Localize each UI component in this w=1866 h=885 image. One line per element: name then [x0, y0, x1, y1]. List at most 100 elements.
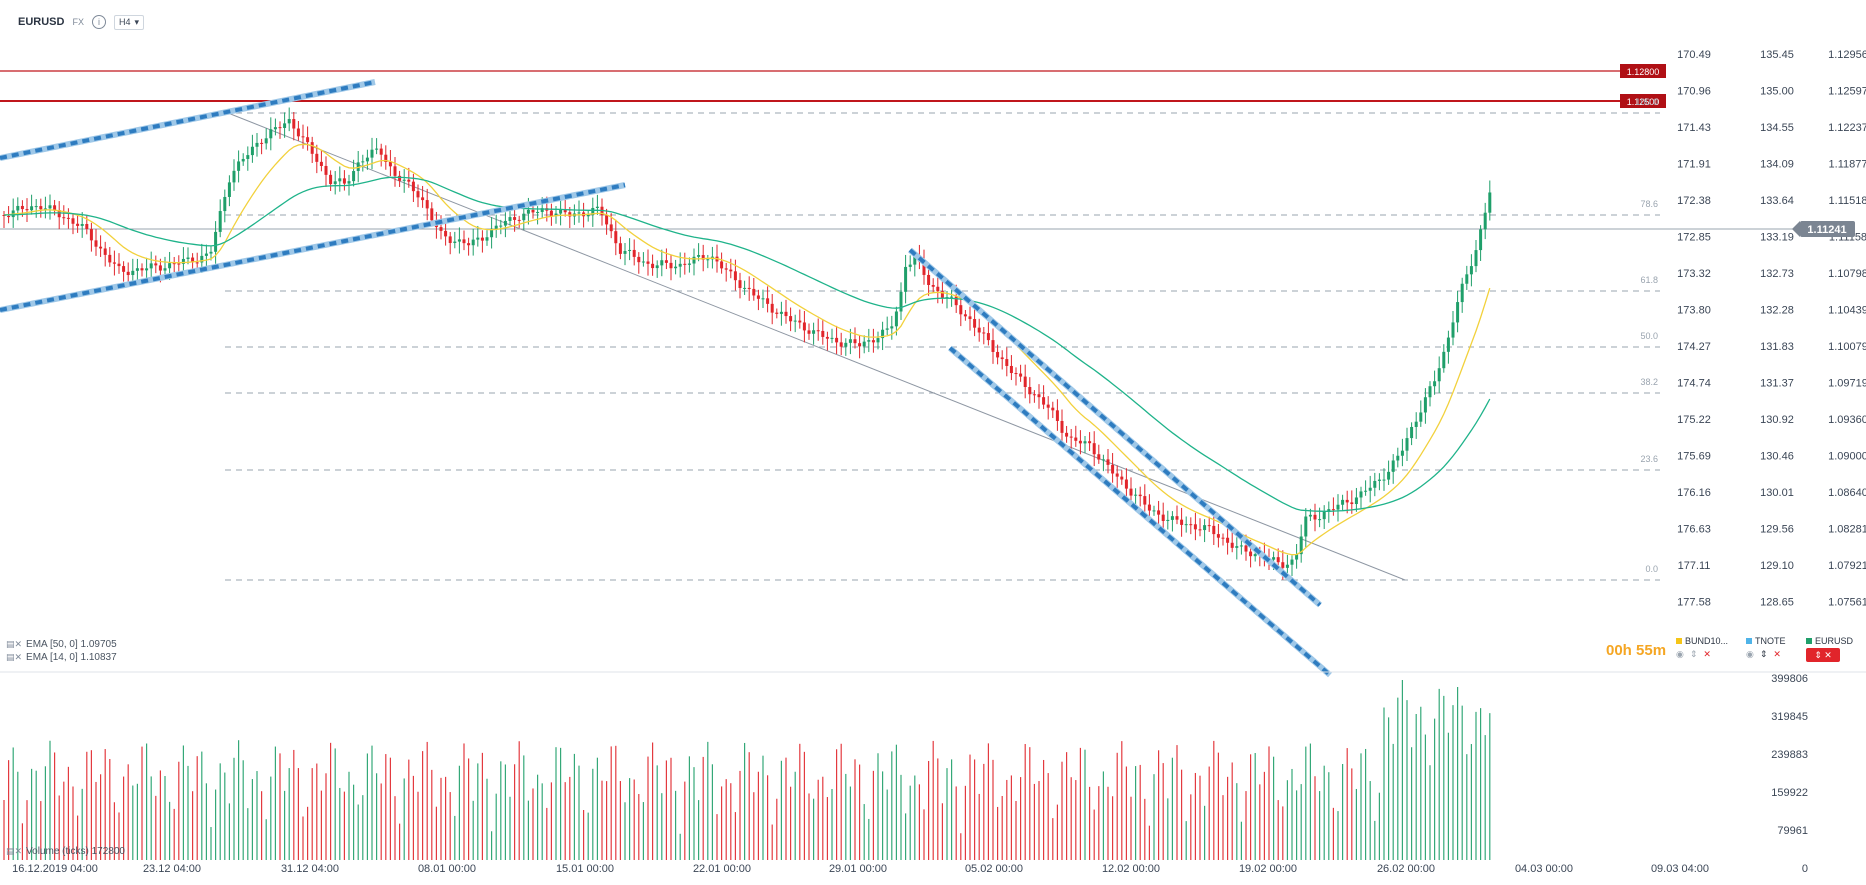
symbol-label[interactable]: EURUSD — [18, 16, 65, 28]
remove-button[interactable]: ⇕ ✕ — [1806, 648, 1840, 662]
candle-body — [57, 210, 61, 218]
price-axis-label: 135.00 — [1760, 86, 1794, 98]
candle-body — [16, 205, 20, 211]
price-axis-label: 132.28 — [1760, 305, 1794, 317]
info-icon[interactable]: i — [91, 15, 106, 29]
candle-body — [549, 210, 553, 217]
candle-body — [306, 137, 310, 143]
candle-body — [76, 223, 80, 226]
candle-body — [692, 256, 696, 264]
candle-body — [241, 158, 245, 162]
compare-eurusd[interactable]: EURUSD ⇕ ✕ — [1806, 636, 1853, 662]
candle-body — [1235, 546, 1239, 548]
candle-body — [798, 320, 802, 323]
candle-body — [839, 342, 843, 347]
candle-body — [1350, 502, 1354, 505]
candle-body — [485, 237, 489, 241]
candle-body — [145, 268, 149, 271]
candle-body — [237, 161, 241, 171]
price-axis-label: 175.22 — [1677, 414, 1711, 426]
candle-body — [62, 217, 66, 219]
candle-body — [1299, 536, 1303, 555]
candle-body — [1396, 455, 1400, 461]
candle-body — [835, 337, 839, 343]
candle-body — [982, 332, 986, 334]
time-axis-label: 15.01 00:00 — [556, 863, 614, 875]
eye-icon[interactable]: ◉ — [1746, 649, 1754, 659]
candle-body — [370, 149, 374, 158]
candle-body — [1308, 514, 1312, 517]
candle-body — [623, 250, 627, 254]
candle-body — [618, 243, 622, 254]
close-icon[interactable]: ✕ — [1703, 649, 1711, 659]
close-icon[interactable]: ▤✕ — [6, 652, 23, 662]
candle-body — [1387, 471, 1391, 480]
candle-body — [954, 296, 958, 306]
candle-body — [885, 328, 889, 330]
ema50-legend[interactable]: ▤✕ EMA [50, 0] 1.09705 — [6, 639, 117, 650]
candle-body — [499, 225, 503, 227]
candle-body — [950, 296, 954, 298]
candle-body — [678, 263, 682, 267]
countdown-minutes: 55m — [1636, 642, 1667, 659]
candle-body — [858, 343, 862, 347]
price-axis-label: 172.38 — [1677, 195, 1711, 207]
candle-body — [701, 255, 705, 260]
candle-body — [651, 263, 655, 269]
candle-body — [1189, 524, 1193, 526]
candle-body — [1152, 510, 1156, 512]
price-axis-label: 174.74 — [1677, 378, 1711, 390]
candle-body — [1331, 509, 1335, 511]
current-price-label: 1.11241 — [1807, 224, 1846, 236]
candle-body — [99, 246, 103, 249]
time-axis-label: 22.01 00:00 — [693, 863, 751, 875]
volume-legend[interactable]: ▤✕ Volume (ticks) 172800 — [6, 846, 125, 857]
candle-body — [802, 322, 806, 331]
candle-body — [766, 298, 770, 304]
compare-bund[interactable]: BUND10... ◉ ⇕ ✕ — [1676, 636, 1728, 660]
sort-icon[interactable]: ⇕ — [1759, 649, 1768, 659]
candle-body — [1193, 524, 1197, 530]
candle-body — [1290, 559, 1294, 565]
close-icon[interactable]: ▤✕ — [6, 846, 23, 856]
price-axis-label: 1.12597 — [1828, 86, 1866, 98]
close-icon[interactable]: ▤✕ — [6, 639, 23, 649]
compare-tnote[interactable]: TNOTE ◉ ⇕ ✕ — [1746, 636, 1786, 660]
candle-body — [122, 266, 126, 272]
candle-body — [526, 209, 530, 214]
candle-body — [296, 128, 300, 137]
eye-icon[interactable]: ◉ — [1676, 649, 1684, 659]
candle-body — [1437, 368, 1441, 382]
candle-body — [402, 179, 406, 181]
candle-body — [844, 342, 848, 347]
candle-body — [1400, 450, 1404, 456]
sort-icon[interactable]: ⇕ — [1689, 649, 1698, 659]
candle-body — [871, 340, 875, 343]
volume-series — [3, 680, 1491, 860]
candle-body — [881, 329, 885, 339]
candle-body — [1065, 432, 1069, 437]
candle-body — [168, 263, 172, 269]
timeframe-select[interactable]: H4 ▾ — [113, 14, 145, 30]
candle-body — [1423, 397, 1427, 413]
candlestick-series — [2, 107, 1492, 580]
candle-body — [1451, 322, 1455, 338]
candle-body — [480, 237, 484, 241]
candle-body — [986, 333, 990, 341]
candle-body — [186, 257, 190, 259]
candle-body — [379, 148, 383, 155]
candle-body — [793, 320, 797, 322]
candle-body — [117, 263, 121, 267]
ema14-legend[interactable]: ▤✕ EMA [14, 0] 1.10837 — [6, 652, 117, 663]
close-icon[interactable]: ✕ — [1773, 649, 1781, 659]
price-axis-label: 134.09 — [1760, 159, 1794, 171]
candle-body — [775, 312, 779, 314]
price-axis-label: 1.10439 — [1828, 305, 1866, 317]
candle-body — [959, 305, 963, 315]
candle-body — [1226, 537, 1230, 543]
price-axis-label: 1.09000 — [1828, 451, 1866, 463]
candle-body — [494, 225, 498, 229]
candle-body — [729, 269, 733, 272]
candle-body — [1327, 509, 1331, 512]
